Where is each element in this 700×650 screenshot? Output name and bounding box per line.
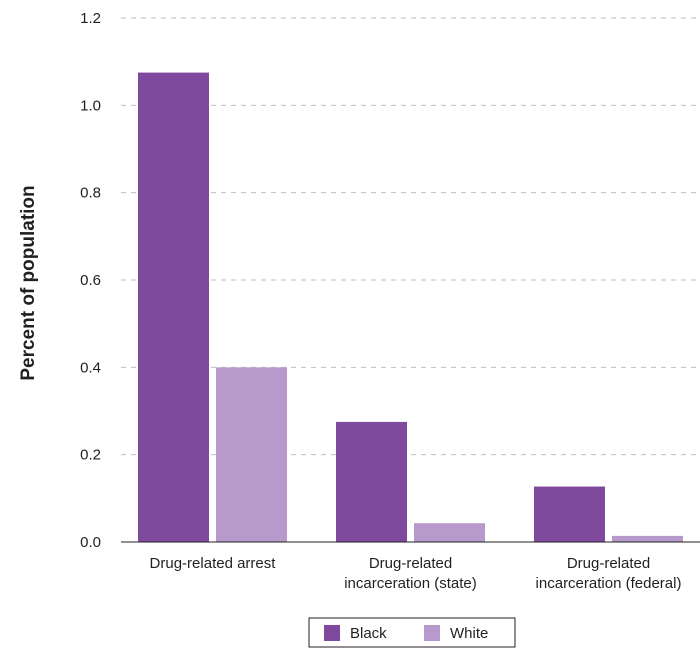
bar-black-2 — [534, 486, 605, 542]
legend-swatch-black — [324, 625, 340, 641]
y-tick-label: 1.2 — [80, 10, 101, 27]
bar-black-0 — [138, 72, 209, 542]
x-category-label: Drug-related — [369, 555, 452, 572]
x-axis-category-labels: Drug-related arrest Drug-related incarcera… — [150, 555, 682, 592]
legend-swatch-white — [424, 625, 440, 641]
y-tick-label: 1.0 — [80, 97, 101, 114]
bar-white-2 — [612, 535, 683, 542]
legend-label-white: White — [450, 625, 488, 642]
y-axis-label: Percent of population — [18, 185, 39, 380]
bar-white-1 — [414, 523, 485, 542]
x-category-label: incarceration (state) — [344, 575, 477, 592]
bar-black-1 — [336, 421, 407, 542]
x-category-label: Drug-related — [567, 555, 650, 572]
y-tick-label: 0.2 — [80, 447, 101, 464]
x-category-label: Drug-related arrest — [150, 555, 277, 572]
y-tick-label: 0.4 — [80, 359, 101, 376]
bar-white-0 — [216, 367, 287, 542]
y-tick-label: 0.0 — [80, 534, 101, 551]
y-tick-label: 0.8 — [80, 185, 101, 202]
y-axis-ticks: 0.0 0.2 0.4 0.6 0.8 1.0 1.2 — [80, 10, 101, 551]
legend: Black White — [308, 617, 516, 648]
legend-box — [308, 617, 516, 648]
x-category-label: incarceration (federal) — [536, 575, 682, 592]
gridlines — [121, 17, 700, 456]
bars — [138, 72, 683, 542]
y-tick-label: 0.6 — [80, 272, 101, 289]
legend-label-black: Black — [350, 625, 387, 642]
